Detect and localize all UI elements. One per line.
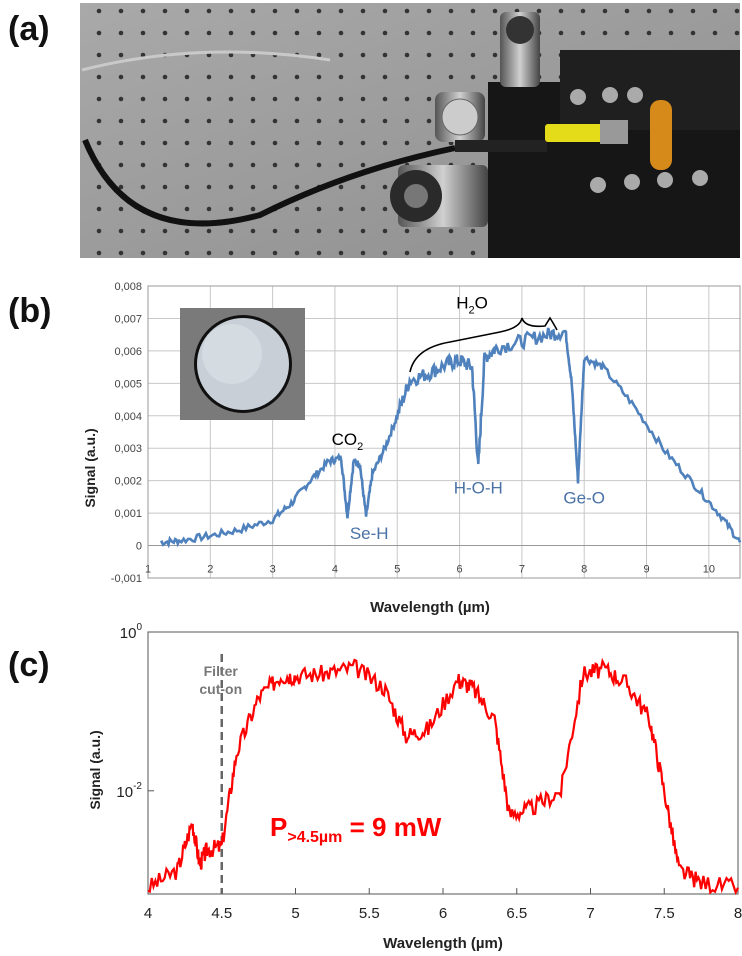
fiber-connector — [455, 120, 628, 152]
chart-b-y-tick-label: 0,007 — [114, 313, 142, 325]
annotation-main: Se-H — [350, 524, 389, 543]
panel-label-a: (a) — [8, 10, 50, 48]
chart-b: -0,001 0 0,001 0,002 0,003 0,004 0,005 0,006 0,0… — [82, 281, 742, 616]
chart-b-annotation-3: H-O-H — [454, 479, 503, 498]
chart-b-x-tick-label: 6 — [457, 564, 463, 576]
filter-label-line-1: Filter — [204, 663, 239, 679]
chart-b-x-tick-label: 10 — [703, 564, 715, 576]
chart-c-y-tick-label: 100 — [120, 622, 143, 642]
chart-c-x-tick-label: 8 — [734, 905, 742, 922]
panel-label-c: (c) — [8, 646, 50, 684]
power-label-rest: = 9 mW — [342, 812, 441, 842]
annotation-main: H-O-H — [454, 479, 503, 498]
chart-b-xlabel: Wavelength (µm) — [370, 599, 490, 616]
chart-b-y-tick-label: 0,003 — [114, 443, 142, 455]
chart-c-x-tick-label: 5.5 — [359, 905, 380, 922]
chart-b-y-ticks: -0,001 0 0,001 0,002 0,003 0,004 0,005 0,006 0,0… — [111, 281, 142, 585]
chart-c-x-tick-label: 5 — [291, 905, 299, 922]
chart-c-xlabel: Wavelength (µm) — [383, 935, 503, 952]
chart-b-x-tick-label: 7 — [519, 564, 525, 576]
translation-stage — [488, 12, 740, 258]
chart-b-y-tick-label: 0,006 — [114, 346, 142, 358]
chart-b-y-tick-label: -0,001 — [111, 573, 142, 585]
chart-b-y-tick-label: 0 — [136, 541, 142, 553]
chart-b-annotation-1: Se-H — [350, 524, 389, 543]
chart-b-x-tick-label: 5 — [394, 564, 400, 576]
chart-b-x-tick-label: 3 — [270, 564, 276, 576]
power-label-main: P — [270, 812, 287, 842]
chart-c-series-line — [147, 657, 739, 896]
chart-b-annotation-0: CO2 — [332, 430, 364, 453]
chart-b-y-tick-label: 0,001 — [114, 508, 142, 520]
chart-b-series-line — [159, 327, 742, 549]
chart-b-x-tick-label: 4 — [332, 564, 338, 576]
chart-c-y-tick-label: 10-2 — [116, 781, 142, 801]
chart-c-x-tick-label: 7 — [586, 905, 594, 922]
tick-exp: 0 — [136, 622, 142, 633]
mount-cylinder-2 — [435, 92, 485, 142]
chart-b-x-tick-label: 9 — [643, 564, 649, 576]
chart-b-frame — [147, 285, 741, 579]
mount-cylinder-1 — [390, 165, 488, 227]
chart-c-x-tick-label: 4.5 — [211, 905, 232, 922]
power-label-sub: >4.5µm — [287, 829, 342, 846]
h2o-brace — [409, 316, 558, 373]
chart-b-x-tick-label: 8 — [581, 564, 587, 576]
chart-b-y-tick-label: 0,002 — [114, 476, 142, 488]
annotation-main: Ge-O — [563, 488, 605, 507]
power-label: P>4.5µm = 9 mW — [270, 812, 442, 846]
clear-fiber — [81, 50, 331, 72]
setup-photo — [80, 3, 740, 258]
black-fiber-cable — [82, 138, 456, 227]
chart-b-y-tick-label: 0,005 — [114, 378, 142, 390]
chart-c-x-tick-label: 6.5 — [506, 905, 527, 922]
chart-c-x-tick-label: 4 — [144, 905, 152, 922]
annotation-main: CO — [332, 430, 358, 449]
chart-c-x-ticks: 4 4.5 5 5.5 6 6.5 7 7.5 8 — [144, 888, 742, 922]
chart-b-y-tick-label: 0,008 — [114, 281, 142, 293]
chart-c-x-tick-label: 7.5 — [654, 905, 675, 922]
tick-base: 10 — [120, 625, 137, 642]
tick-exp: -2 — [133, 781, 142, 792]
annotation-main: H — [456, 294, 468, 313]
annotation-sub: 2 — [469, 305, 475, 317]
filter-label-line-2: cut-on — [199, 681, 242, 697]
annotation-sub: 2 — [357, 441, 363, 453]
panel-label-b: (b) — [8, 292, 52, 330]
chart-b-x-tick-label: 2 — [207, 564, 213, 576]
chart-b-y-tick-label: 0,004 — [114, 411, 142, 423]
chart-b-inset-sample — [180, 308, 305, 420]
chart-c-x-tick-label: 6 — [439, 905, 447, 922]
annotation-rest: O — [475, 294, 488, 313]
chart-b-x-ticks: 1 2 3 4 5 6 7 8 9 10 — [145, 564, 715, 576]
chart-b-annotation-4: Ge-O — [563, 488, 605, 507]
chart-b-ylabel: Signal (a.u.) — [82, 428, 98, 507]
chart-b-annotation-2: H2O — [456, 294, 488, 317]
chart-c-ylabel: Signal (a.u.) — [87, 730, 103, 809]
tick-base: 10 — [116, 784, 133, 801]
chart-b-x-tick-label: 1 — [145, 564, 151, 576]
